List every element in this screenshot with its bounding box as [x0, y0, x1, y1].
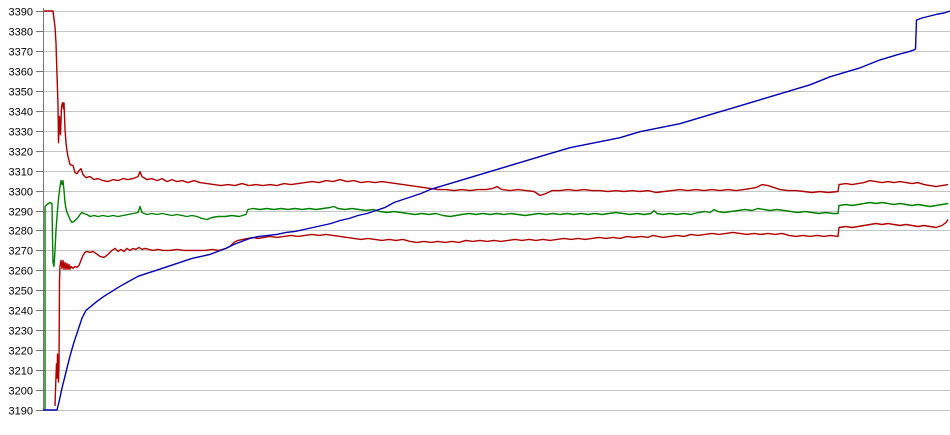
y-axis-tick-label: 3320 [9, 147, 33, 159]
y-axis-tick-label: 3210 [9, 366, 33, 378]
y-axis-tick-label: 3370 [9, 47, 33, 59]
y-axis-tick-label: 3270 [9, 246, 33, 258]
y-axis-tick-label: 3260 [9, 266, 33, 278]
series-lower-band-red [54, 219, 949, 407]
series-upper-band-red [44, 10, 949, 197]
y-axis-tick-label: 3300 [9, 187, 33, 199]
y-axis-tick-label: 3230 [9, 326, 33, 338]
y-axis-tick-label: 3390 [9, 7, 33, 19]
y-axis [36, 8, 44, 411]
y-axis-tick-label: 3280 [9, 226, 33, 238]
y-axis-tick-label: 3240 [9, 306, 33, 318]
series-balance-blue [43, 10, 950, 411]
y-axis-tick-label: 3190 [9, 406, 33, 418]
y-axis-tick-label: 3200 [9, 386, 33, 398]
y-axis-labels: 3390 3380 3370 3360 3350 3340 3330 3320 3310 3300… [9, 7, 33, 418]
y-axis-tick-label: 3330 [9, 127, 33, 139]
y-axis-tick-label: 3290 [9, 207, 33, 219]
y-axis-tick-label: 3380 [9, 27, 33, 39]
y-axis-tick-label: 3340 [9, 107, 33, 119]
y-axis-tick-label: 3250 [9, 286, 33, 298]
series-layer [43, 10, 950, 411]
y-axis-tick-label: 3220 [9, 346, 33, 358]
y-axis-tick-label: 3310 [9, 167, 33, 179]
grid-layer [43, 11, 950, 411]
y-axis-tick-label: 3360 [9, 67, 33, 79]
y-axis-tick-label: 3350 [9, 87, 33, 99]
series-middle-green [44, 179, 949, 410]
